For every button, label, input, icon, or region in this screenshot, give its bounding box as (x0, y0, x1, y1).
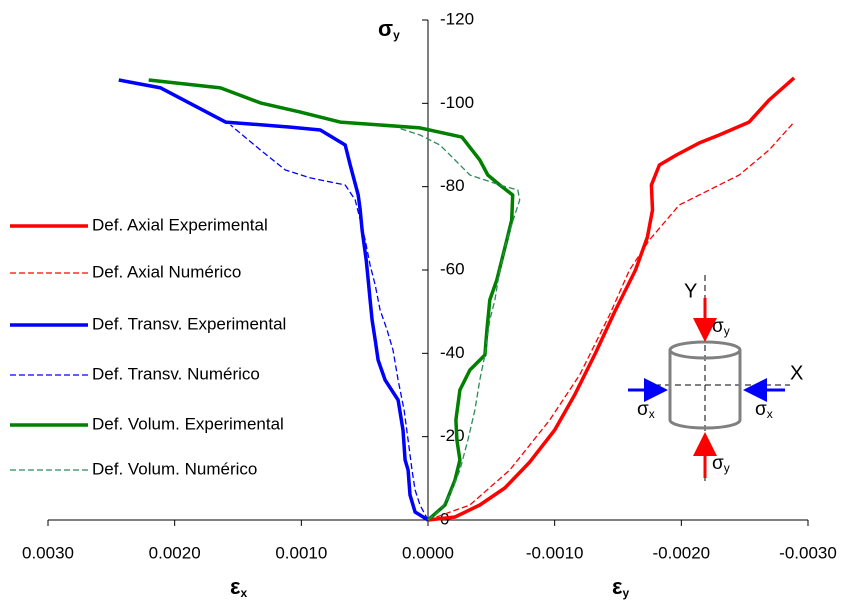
y-tick-label: -20 (440, 426, 465, 445)
label-symbol: ε (230, 574, 241, 599)
chart: σy εx εy Y X σy σy σx σx 0.00300.00200.0… (0, 0, 845, 601)
x-tick-label: -0.0010 (526, 543, 584, 562)
y-tick-label: -100 (440, 93, 474, 112)
label-symbol: σ (712, 453, 724, 474)
label-subscript: y (724, 461, 730, 475)
label-subscript: y (393, 28, 400, 42)
label-subscript: x (767, 407, 773, 421)
series-line (149, 80, 513, 520)
legend-label: Def. Transv. Numérico (92, 364, 260, 383)
x-tick-label: 0.0000 (402, 543, 454, 562)
inset-label: X (790, 362, 803, 384)
label-subscript: x (240, 586, 247, 600)
inset-diagram: Y X σy σy σx σx (628, 275, 803, 485)
x-axis-label: εy (612, 574, 629, 600)
label-symbol: σ (637, 399, 649, 420)
x-tick-label: 0.0010 (275, 543, 327, 562)
y-tick-label: -80 (440, 176, 465, 195)
label-symbol: ε (612, 574, 623, 599)
y-tick-label: -60 (440, 259, 465, 278)
x-tick-label: -0.0030 (779, 543, 837, 562)
legend-label: Def. Transv. Experimental (92, 314, 286, 333)
x-tick-label: -0.0020 (652, 543, 710, 562)
label-subscript: x (649, 407, 655, 421)
x-tick-label: 0.0030 (22, 543, 74, 562)
legend-label: Def. Volum. Numérico (92, 459, 257, 478)
series-line (428, 78, 794, 520)
y-tick-label: -40 (440, 343, 465, 362)
inset-label: σx (755, 399, 773, 421)
inset-label: σx (637, 399, 655, 421)
inset-label: Y (684, 280, 697, 302)
y-tick-label: -120 (440, 9, 474, 28)
legend-label: Def. Volum. Experimental (92, 414, 284, 433)
x-axis-label: εx (230, 574, 247, 600)
y-axis-label: σy (378, 16, 400, 42)
label-symbol: σ (755, 399, 767, 420)
label-subscript: y (622, 586, 629, 600)
label-symbol: σ (712, 316, 724, 337)
series-line (119, 80, 428, 520)
legend-label: Def. Axial Numérico (92, 262, 241, 281)
inset-label: σy (712, 453, 730, 475)
legend-label: Def. Axial Experimental (92, 215, 268, 234)
label-subscript: y (724, 324, 730, 338)
inset-label: σy (712, 316, 730, 338)
label-symbol: σ (378, 16, 393, 41)
x-tick-label: 0.0020 (149, 543, 201, 562)
